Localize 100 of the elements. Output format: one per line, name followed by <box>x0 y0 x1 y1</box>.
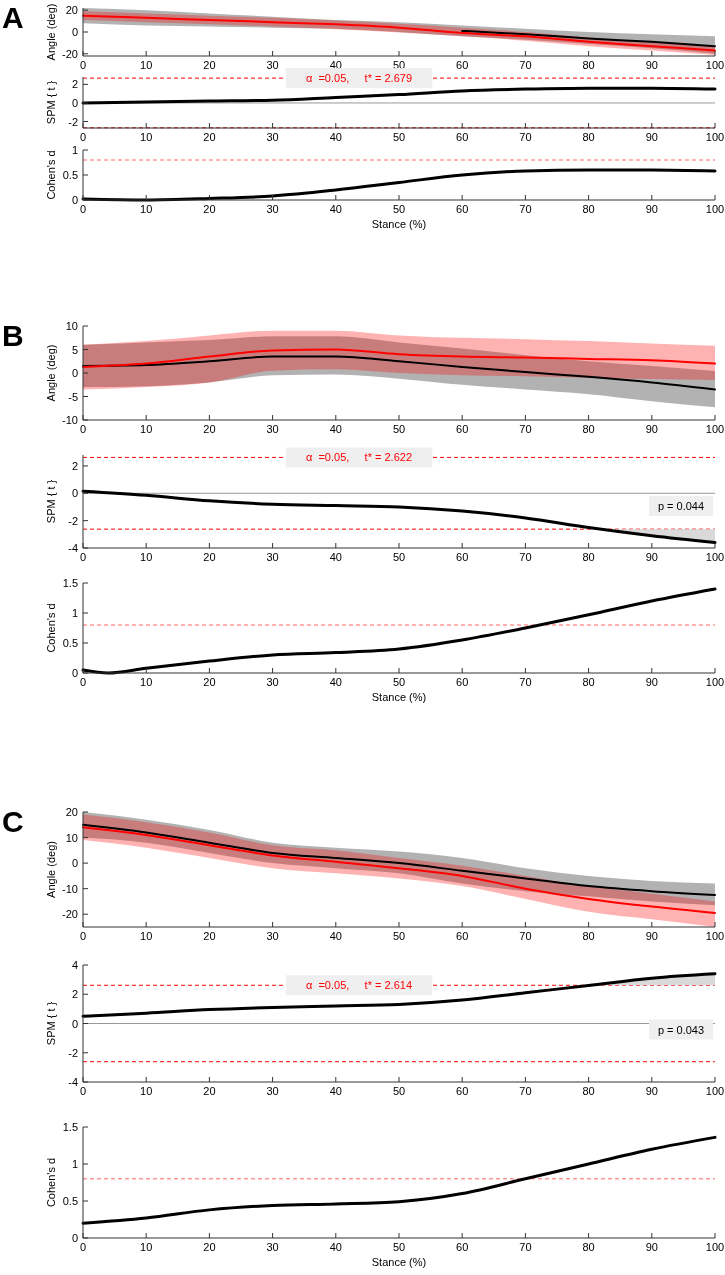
y-tick-label: 2 <box>71 988 78 1001</box>
y-tick-label: -2 <box>68 115 78 128</box>
x-tick-label: 100 <box>705 423 725 435</box>
x-tick-label: 40 <box>329 930 342 942</box>
x-tick-label: 0 <box>79 131 87 143</box>
y-tick-label: -10 <box>62 882 78 895</box>
y-tick-label: 1 <box>71 144 78 156</box>
x-tick-label: 50 <box>392 551 406 563</box>
y-tick-label: 10 <box>65 831 78 844</box>
chart-title: B <box>2 319 24 352</box>
y-tick-label: 0 <box>71 26 78 38</box>
y-tick-label: 20 <box>65 806 78 818</box>
line-series <box>82 348 716 368</box>
x-tick-label: 90 <box>645 59 658 71</box>
x-tick-label: 0 <box>79 930 87 942</box>
y-tick-label: -20 <box>62 908 78 921</box>
y-tick-label: 20 <box>65 4 78 17</box>
x-tick-label: 50 <box>392 930 406 942</box>
x-tick-label: 90 <box>645 676 658 688</box>
x-tick-label: 20 <box>203 423 216 435</box>
y-tick-label: 0.5 <box>62 637 78 649</box>
chart-title: C <box>2 805 24 838</box>
x-tick-label: 10 <box>140 551 153 563</box>
x-tick-label: 0 <box>79 676 87 688</box>
x-tick-label: 80 <box>582 423 595 435</box>
y-tick-label: 0.5 <box>62 169 78 181</box>
y-axis-title: Cohen's d <box>45 150 57 200</box>
x-axis-title: Stance (%) <box>371 218 427 230</box>
annotation: α =0.05, t* = 2.614 <box>305 979 413 992</box>
x-tick-label: 10 <box>140 1241 153 1253</box>
x-tick-label: 50 <box>392 1085 406 1097</box>
x-tick-label: 10 <box>140 930 153 942</box>
x-axis-title: Stance (%) <box>371 691 427 703</box>
x-tick-label: 30 <box>266 131 279 143</box>
x-tick-label: 50 <box>392 131 406 143</box>
annotation: p = 0.044 <box>657 500 705 513</box>
x-tick-label: 60 <box>456 1241 469 1253</box>
y-tick-label: 0 <box>71 487 78 500</box>
y-tick-label: 0 <box>71 96 78 109</box>
chart-title: A <box>2 1 24 34</box>
line-series <box>82 823 716 897</box>
y-tick-label: 10 <box>65 320 78 332</box>
y-tick-label: 2 <box>71 78 78 91</box>
y-tick-label: -4 <box>68 542 78 554</box>
y-tick-label: 2 <box>71 459 78 472</box>
y-tick-label: 1.5 <box>62 1121 78 1133</box>
x-tick-label: 80 <box>582 1241 595 1253</box>
x-tick-label: 0 <box>79 59 87 71</box>
line-series <box>81 1135 717 1225</box>
y-axis-title: Angle (deg) <box>45 3 57 61</box>
x-tick-label: 30 <box>266 59 279 71</box>
x-tick-label: 10 <box>140 676 153 688</box>
y-tick-label: 0 <box>71 857 78 870</box>
x-tick-label: 20 <box>203 131 216 143</box>
x-tick-label: 10 <box>140 1085 153 1097</box>
x-tick-label: 40 <box>329 131 342 143</box>
x-tick-label: 30 <box>266 1241 279 1253</box>
x-tick-label: 100 <box>705 59 725 71</box>
y-axis-title: Cohen's d <box>45 603 57 653</box>
y-tick-label: -2 <box>68 514 78 527</box>
x-tick-label: 50 <box>392 676 406 688</box>
line-series <box>461 29 716 48</box>
x-tick-label: 100 <box>705 1085 725 1097</box>
y-tick-label: -10 <box>62 414 78 426</box>
x-tick-label: 70 <box>519 203 532 215</box>
x-tick-label: 80 <box>582 203 595 215</box>
x-tick-label: 60 <box>456 930 469 942</box>
x-tick-label: 100 <box>705 131 725 143</box>
x-tick-label: 90 <box>645 1241 658 1253</box>
y-tick-label: 0 <box>71 194 78 206</box>
y-axis-title: SPM { t } <box>45 1001 57 1046</box>
y-tick-label: -4 <box>68 1076 78 1088</box>
x-tick-label: 0 <box>79 423 87 435</box>
x-tick-label: 80 <box>582 131 595 143</box>
x-tick-label: 40 <box>329 203 342 215</box>
x-tick-label: 70 <box>519 131 532 143</box>
x-axis-title: Stance (%) <box>371 1256 427 1268</box>
x-tick-label: 90 <box>645 131 658 143</box>
x-tick-label: 30 <box>266 423 279 435</box>
x-tick-label: 70 <box>519 59 532 71</box>
x-tick-label: 30 <box>266 930 279 942</box>
y-tick-label: 0 <box>71 1017 78 1030</box>
x-tick-label: 90 <box>645 551 658 563</box>
x-tick-label: 80 <box>582 1085 595 1097</box>
x-tick-label: 70 <box>519 423 532 435</box>
x-tick-label: 50 <box>392 423 406 435</box>
x-tick-label: 60 <box>456 423 469 435</box>
line-series <box>81 972 717 1018</box>
y-tick-label: 4 <box>71 959 78 971</box>
line-series <box>81 86 717 105</box>
x-tick-label: 40 <box>329 676 342 688</box>
y-tick-label: 0 <box>71 1232 78 1244</box>
annotation: α =0.05, t* = 2.622 <box>305 451 413 464</box>
y-tick-label: -5 <box>68 390 78 403</box>
y-axis-title: Angle (deg) <box>45 344 57 402</box>
y-tick-label: 5 <box>71 343 78 356</box>
x-tick-label: 40 <box>329 551 342 563</box>
x-tick-label: 80 <box>582 59 595 71</box>
x-tick-label: 100 <box>705 1241 725 1253</box>
x-tick-label: 20 <box>203 1085 216 1097</box>
